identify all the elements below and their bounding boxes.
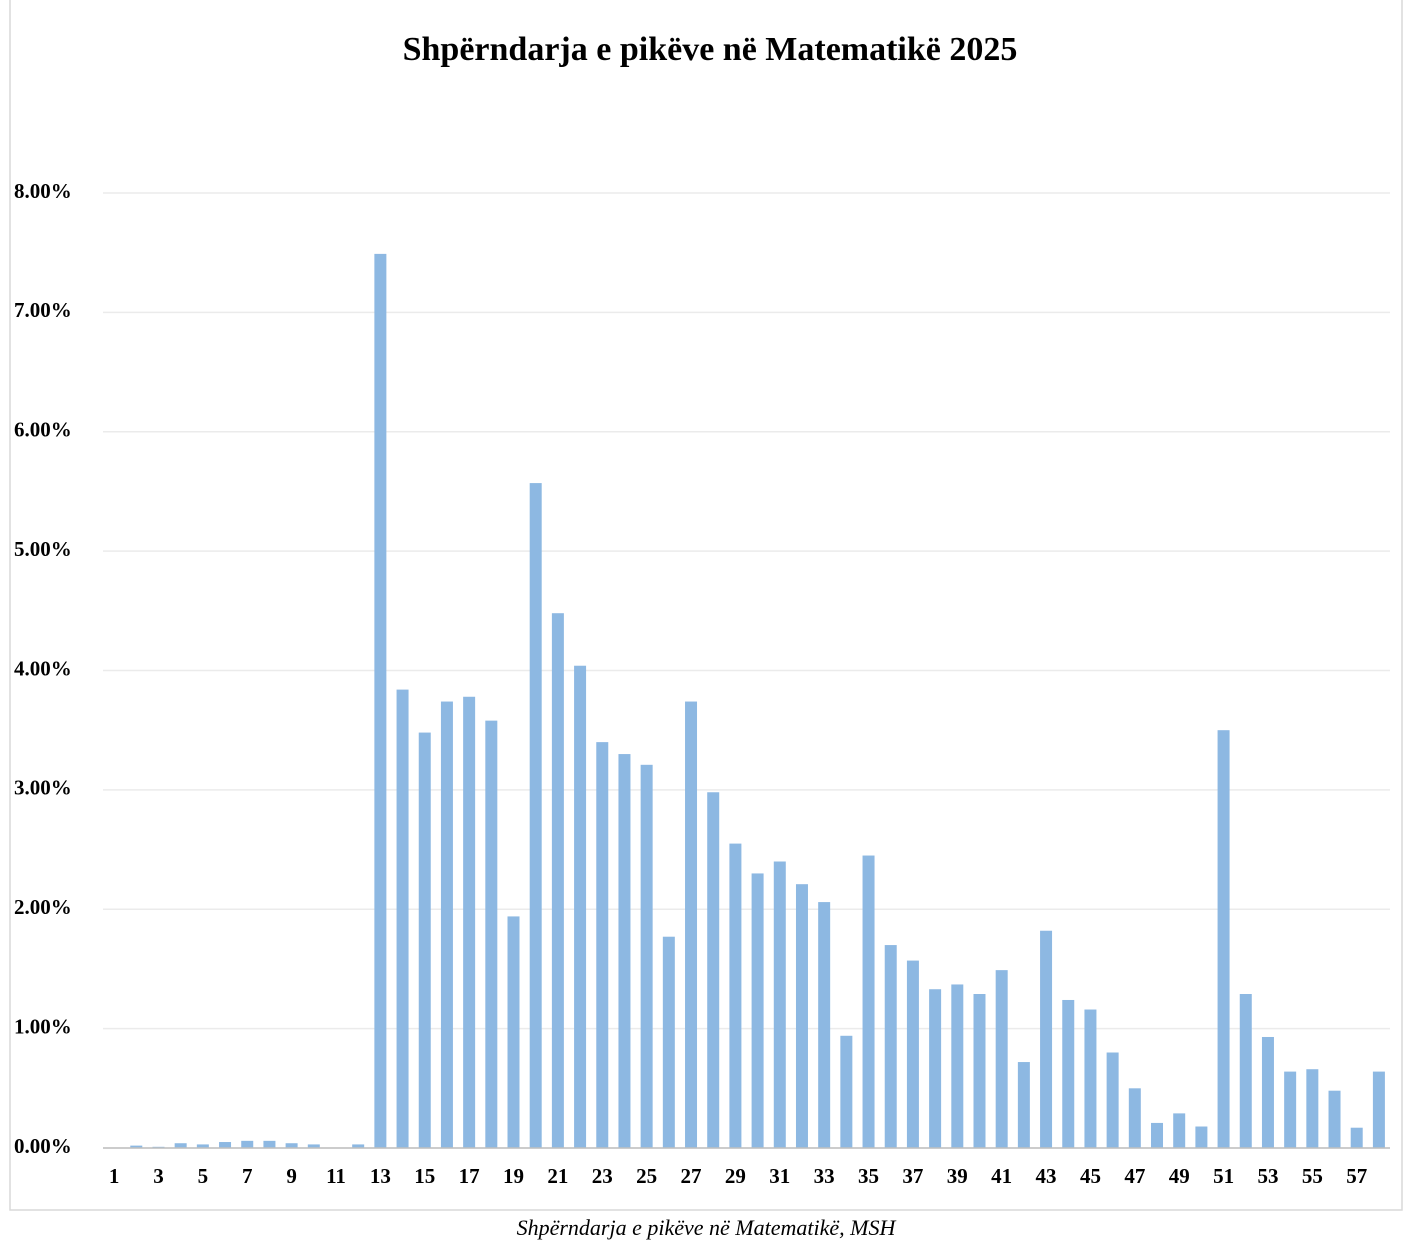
bar bbox=[862, 855, 875, 1148]
x-tick-label: 57 bbox=[1346, 1164, 1367, 1188]
caption: Shpërndarja e pikëve në Matematikë, MSH bbox=[517, 1215, 897, 1240]
bar bbox=[1261, 1036, 1274, 1148]
bar bbox=[1284, 1071, 1297, 1148]
bar bbox=[418, 732, 431, 1148]
x-tick-label: 1 bbox=[109, 1164, 120, 1188]
bar bbox=[396, 689, 409, 1148]
bar bbox=[951, 984, 964, 1148]
bar bbox=[1062, 999, 1075, 1148]
bar bbox=[662, 936, 675, 1148]
y-tick-label: 5.00% bbox=[14, 537, 72, 561]
bar bbox=[884, 945, 897, 1148]
bar bbox=[1106, 1052, 1119, 1148]
bar bbox=[440, 701, 453, 1148]
bar bbox=[263, 1140, 276, 1148]
y-tick-label: 0.00% bbox=[14, 1134, 72, 1158]
bar bbox=[285, 1143, 298, 1148]
x-tick-label: 11 bbox=[326, 1164, 346, 1188]
x-tick-label: 55 bbox=[1302, 1164, 1323, 1188]
bar bbox=[685, 701, 698, 1148]
x-tick-label: 27 bbox=[681, 1164, 702, 1188]
x-tick-label: 39 bbox=[947, 1164, 968, 1188]
bar bbox=[1040, 930, 1053, 1148]
bar bbox=[596, 742, 609, 1148]
bar bbox=[1017, 1062, 1030, 1148]
bar bbox=[196, 1144, 209, 1148]
bar bbox=[241, 1140, 254, 1148]
x-tick-label: 47 bbox=[1124, 1164, 1145, 1188]
x-tick-label: 5 bbox=[198, 1164, 209, 1188]
x-tick-label: 3 bbox=[153, 1164, 164, 1188]
bar bbox=[1084, 1009, 1097, 1148]
chart-title: Shpërndarja e pikëve në Matematikë 2025 bbox=[403, 31, 1018, 68]
x-tick-label: 29 bbox=[725, 1164, 746, 1188]
bar bbox=[640, 764, 653, 1148]
x-tick-label: 41 bbox=[991, 1164, 1012, 1188]
bar bbox=[818, 902, 831, 1148]
bar bbox=[1195, 1126, 1208, 1148]
bar bbox=[463, 696, 476, 1148]
x-tick-label: 31 bbox=[769, 1164, 790, 1188]
bar bbox=[973, 994, 986, 1148]
bar bbox=[1372, 1071, 1385, 1148]
bar bbox=[929, 989, 942, 1148]
x-tick-label: 7 bbox=[242, 1164, 253, 1188]
bar bbox=[529, 483, 542, 1148]
x-tick-label: 25 bbox=[636, 1164, 657, 1188]
bar bbox=[729, 843, 742, 1148]
y-tick-label: 8.00% bbox=[14, 179, 72, 203]
bar bbox=[1217, 730, 1230, 1148]
y-tick-label: 3.00% bbox=[14, 776, 72, 800]
bar bbox=[307, 1144, 320, 1148]
bar bbox=[906, 960, 919, 1148]
bar bbox=[707, 792, 720, 1148]
x-tick-label: 51 bbox=[1213, 1164, 1234, 1188]
bar bbox=[574, 665, 587, 1148]
chart-border bbox=[9, 0, 1403, 1211]
x-tick-label: 13 bbox=[370, 1164, 391, 1188]
bar bbox=[130, 1145, 143, 1148]
x-tick-label: 19 bbox=[503, 1164, 524, 1188]
bar bbox=[219, 1142, 232, 1148]
bar bbox=[374, 253, 387, 1149]
x-tick-label: 45 bbox=[1080, 1164, 1101, 1188]
bar bbox=[1239, 994, 1252, 1148]
bar bbox=[174, 1143, 187, 1148]
bar bbox=[1173, 1113, 1186, 1148]
x-tick-label: 21 bbox=[547, 1164, 568, 1188]
bar bbox=[1328, 1090, 1341, 1148]
x-tick-label: 17 bbox=[459, 1164, 480, 1188]
y-tick-label: 1.00% bbox=[14, 1014, 72, 1038]
bar bbox=[995, 970, 1008, 1148]
y-tick-label: 2.00% bbox=[14, 895, 72, 919]
bar bbox=[1306, 1069, 1319, 1148]
bar bbox=[1350, 1127, 1363, 1148]
x-tick-label: 37 bbox=[902, 1164, 923, 1188]
bar bbox=[773, 861, 786, 1148]
y-tick-label: 7.00% bbox=[14, 298, 72, 322]
bar bbox=[485, 720, 498, 1148]
bar bbox=[1151, 1122, 1164, 1148]
bar bbox=[618, 754, 631, 1148]
bar bbox=[352, 1144, 365, 1148]
bar bbox=[507, 916, 520, 1148]
y-tick-label: 4.00% bbox=[14, 656, 72, 680]
x-tick-label: 53 bbox=[1257, 1164, 1278, 1188]
bar bbox=[1128, 1088, 1141, 1148]
x-tick-label: 9 bbox=[286, 1164, 297, 1188]
x-tick-label: 43 bbox=[1036, 1164, 1057, 1188]
y-tick-label: 6.00% bbox=[14, 418, 72, 442]
x-tick-label: 23 bbox=[592, 1164, 613, 1188]
x-tick-label: 15 bbox=[414, 1164, 435, 1188]
bar bbox=[551, 613, 564, 1148]
bar bbox=[751, 873, 764, 1148]
x-tick-label: 35 bbox=[858, 1164, 879, 1188]
bar bbox=[795, 884, 808, 1148]
bar bbox=[840, 1035, 853, 1148]
x-tick-label: 49 bbox=[1169, 1164, 1190, 1188]
x-tick-label: 33 bbox=[814, 1164, 835, 1188]
